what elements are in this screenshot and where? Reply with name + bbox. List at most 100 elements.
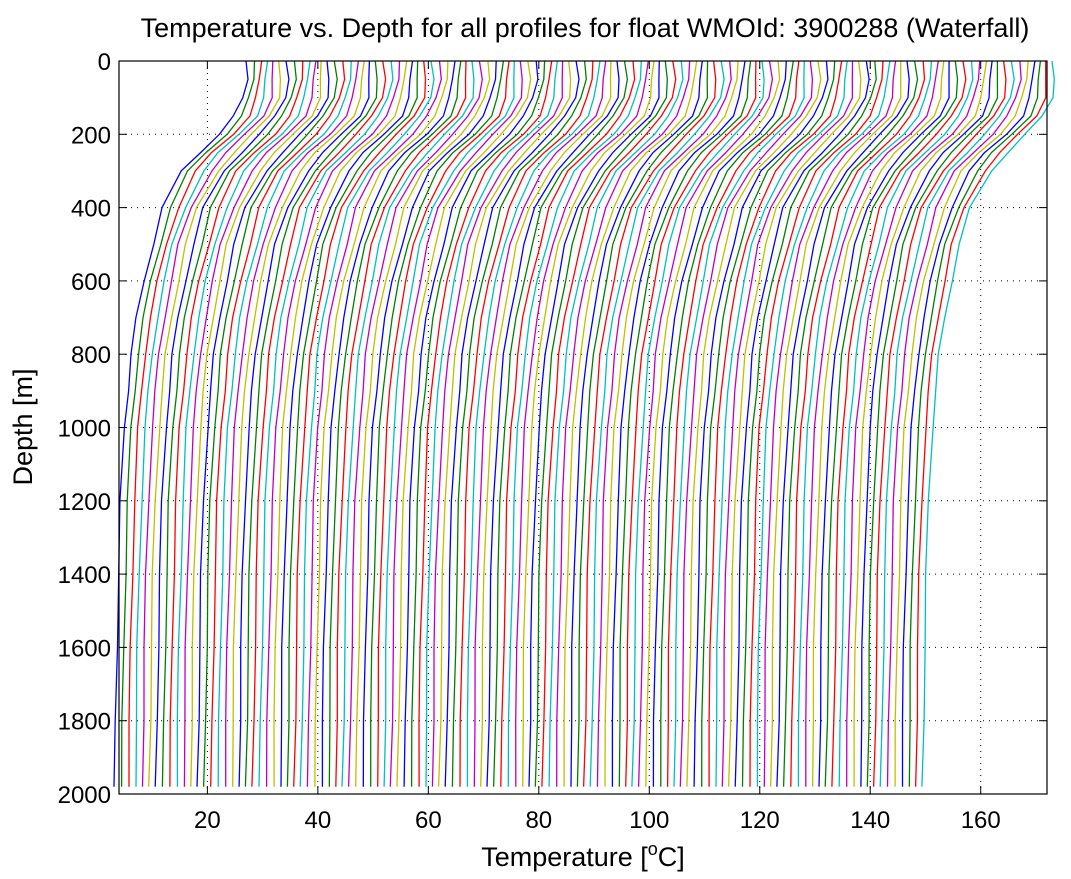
profile-line (383, 60, 515, 787)
profile-line (769, 60, 902, 787)
profile-line (763, 60, 897, 787)
profile-line (314, 60, 449, 787)
profile-line (459, 60, 594, 787)
y-tick-label: 1000 (58, 416, 111, 443)
profile-line (637, 60, 774, 787)
profile-line (548, 60, 684, 787)
profile-line (238, 60, 371, 787)
x-tick-label: 80 (525, 807, 552, 834)
profile-line (335, 60, 467, 787)
profile-line (444, 60, 580, 787)
profile-line (217, 60, 352, 787)
profile-line (321, 60, 456, 787)
axis-ticks: 20 40 60 80 100 120 140 16002004006008001000120… (58, 49, 1047, 834)
profile-line (666, 60, 800, 787)
profile-line (169, 60, 304, 787)
profile-line (299, 60, 435, 787)
profile-line (838, 60, 974, 787)
profile-line (727, 60, 862, 787)
profile-line (293, 60, 427, 787)
y-axis-label: Depth [m] (8, 368, 38, 485)
y-tick-label: 400 (71, 196, 111, 223)
y-tick-label: 200 (71, 122, 111, 149)
profile-line (631, 60, 765, 787)
profile-line (396, 60, 532, 787)
x-tick-label: 40 (305, 807, 332, 834)
profile-line (921, 60, 1055, 787)
profile-line (210, 60, 346, 787)
profile-line (589, 60, 725, 787)
profile-line (410, 60, 546, 787)
profile-line (196, 60, 330, 787)
profile-line (128, 60, 263, 787)
profile-line (831, 60, 967, 787)
profile-line (853, 60, 988, 787)
profile-line (618, 60, 752, 787)
profile-line (660, 60, 794, 787)
x-tick-label: 60 (415, 807, 442, 834)
profile-line (790, 60, 926, 787)
profile-line (645, 60, 781, 787)
profile-line (611, 60, 746, 787)
profile-line (805, 60, 939, 787)
profile-line (776, 60, 910, 787)
profile-line (824, 60, 959, 787)
profile-line (148, 60, 282, 787)
profile-line (782, 60, 919, 787)
profile-line (679, 60, 814, 787)
profile-line (486, 60, 620, 787)
profile-line (879, 60, 1015, 787)
profile-line (362, 60, 497, 787)
profile-line (894, 60, 1029, 787)
y-tick-label: 600 (71, 269, 111, 296)
profile-line (507, 60, 642, 787)
profile-line (425, 60, 559, 787)
profile-line (431, 60, 564, 787)
profile-line (797, 60, 933, 787)
profile-line (306, 60, 442, 787)
profile-line (437, 60, 572, 787)
y-tick-label: 1200 (58, 489, 111, 516)
profile-line (328, 60, 462, 787)
profile-line (901, 60, 1036, 787)
profile-line (355, 60, 491, 787)
profile-line (265, 60, 401, 787)
profile-line (515, 60, 649, 787)
profile-line (582, 60, 717, 787)
y-tick-label: 1800 (58, 709, 111, 736)
profile-line (914, 61, 1047, 787)
plot-area (113, 60, 1055, 787)
y-tick-label: 0 (98, 49, 111, 76)
y-tick-label: 2000 (58, 782, 111, 809)
profile-line (846, 60, 981, 787)
profile-line (652, 60, 787, 787)
profile-line (492, 60, 629, 787)
profile-line (715, 60, 848, 787)
x-tick-label: 100 (629, 807, 669, 834)
profile-line (480, 60, 612, 787)
x-tick-label: 120 (740, 807, 780, 834)
profile-line (563, 60, 698, 787)
profile-line (872, 60, 1007, 787)
profile-line (341, 60, 475, 787)
profile-line (154, 60, 290, 787)
profile-line (673, 60, 805, 787)
profile-line (576, 60, 709, 787)
profile-line (556, 60, 691, 787)
y-tick-label: 1600 (58, 635, 111, 662)
profile-line (749, 60, 884, 787)
profile-line (500, 60, 636, 787)
profile-line (908, 60, 1042, 787)
y-tick-label: 800 (71, 342, 111, 369)
profile-line (183, 60, 317, 787)
profile-line (161, 60, 297, 787)
profile-line (370, 60, 505, 787)
profile-line (258, 60, 394, 787)
profile-line (741, 60, 877, 787)
profile-line (280, 60, 414, 787)
profile-line (528, 60, 660, 787)
profile-line (570, 60, 703, 787)
profile-line (176, 60, 311, 787)
profile-line (273, 60, 408, 787)
